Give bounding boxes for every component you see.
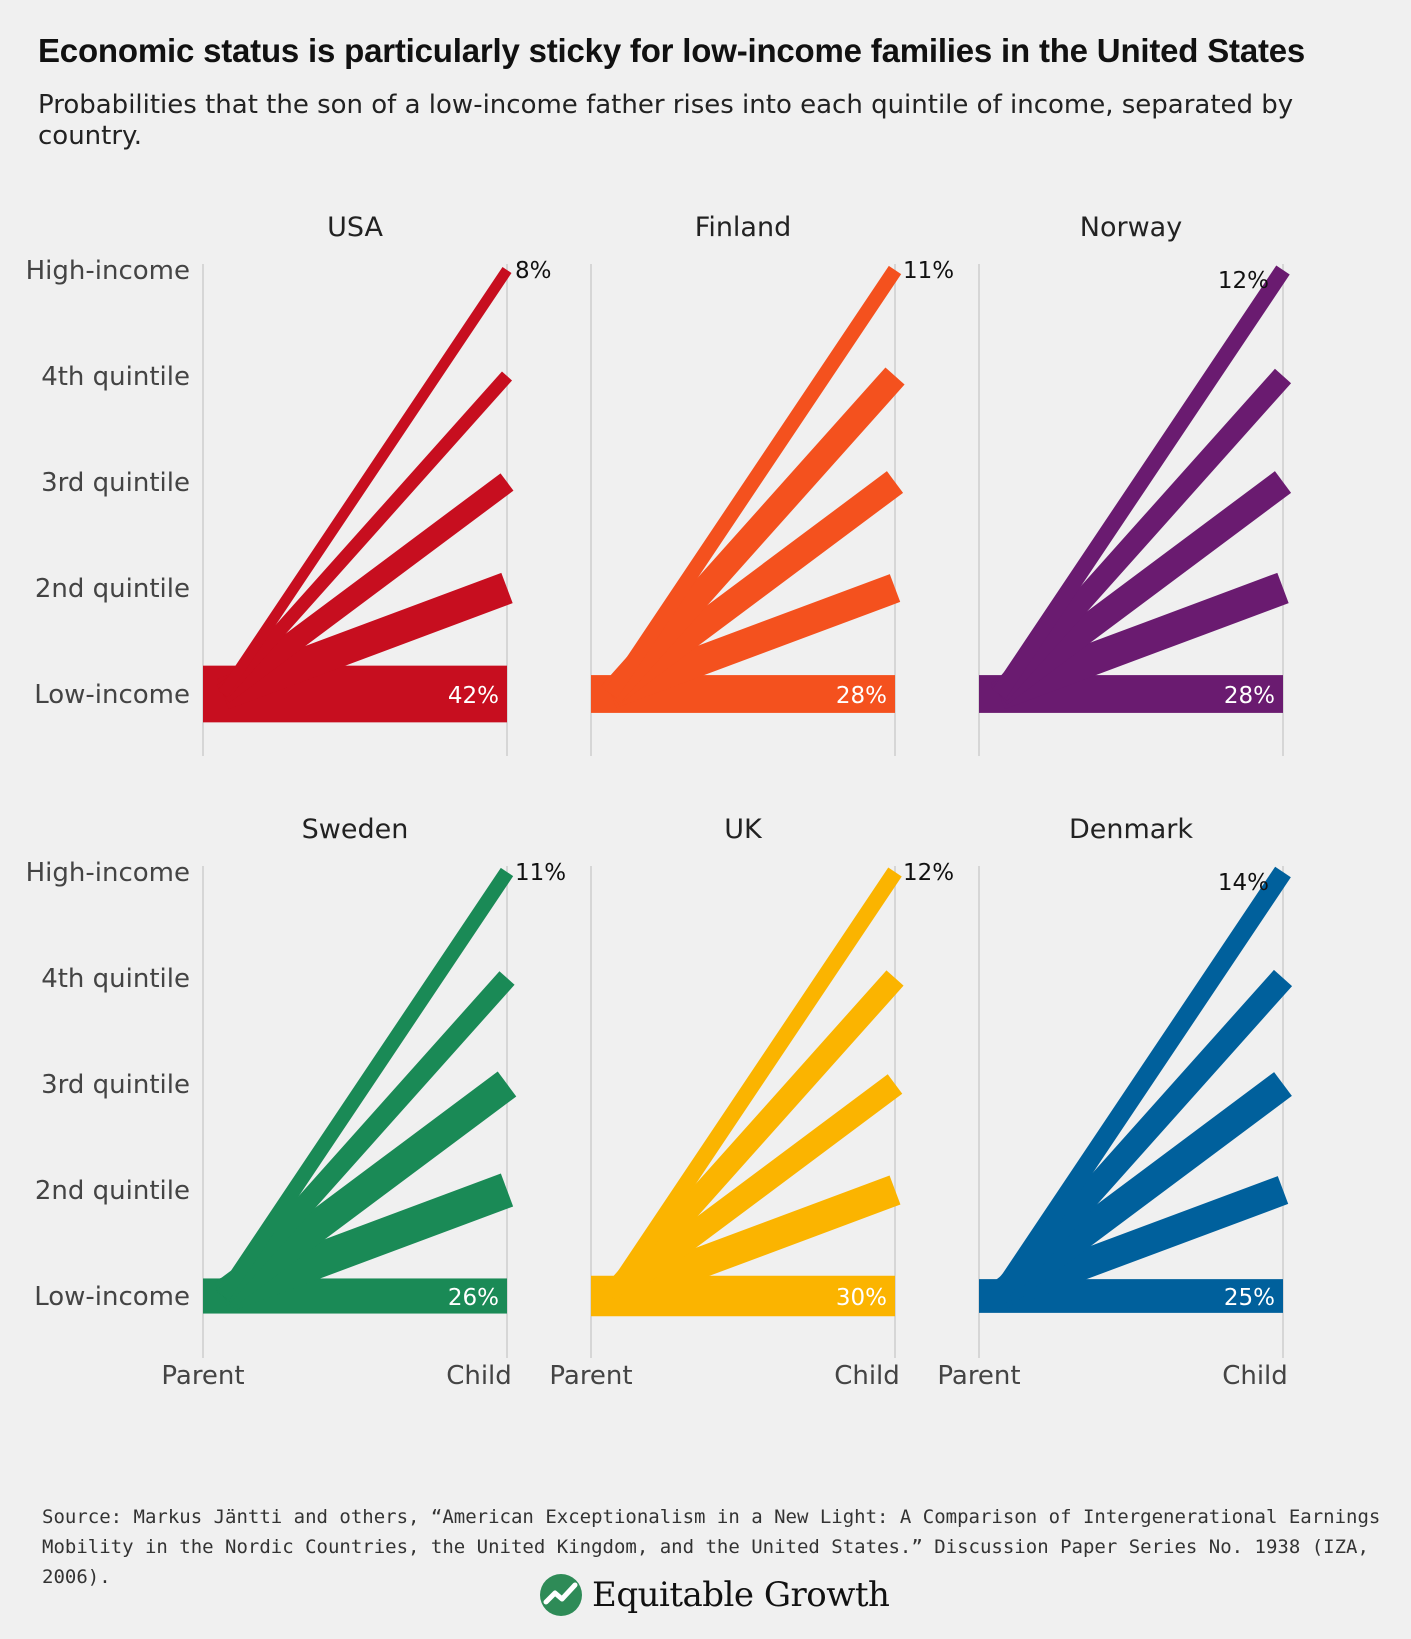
usa-band-2nd-quintile (217, 572, 513, 710)
sweden-band-high-income (216, 867, 514, 1301)
norway-label-high: 12% (1218, 268, 1269, 294)
y-tick-label: 2nd quintile (35, 574, 190, 604)
source-note: Source: Markus Jäntti and others, “Ameri… (42, 1506, 1381, 1588)
denmark-label-high: 14% (1218, 870, 1269, 896)
norway-band-2nd-quintile (993, 572, 1289, 710)
x-tick-label-parent: Parent (937, 1361, 1020, 1391)
sweden-panel-title: Sweden (302, 814, 409, 845)
denmark-label-low: 25% (1224, 1285, 1275, 1311)
finland-band-high-income (604, 265, 902, 699)
chart-title: Economic status is particularly sticky f… (38, 32, 1306, 69)
usa-band-4th-quintile (217, 371, 513, 699)
uk-panel-title: UK (724, 814, 763, 845)
usa-label-low: 42% (448, 683, 499, 709)
y-tick-label: 4th quintile (41, 362, 190, 392)
finland-panel-title: Finland (695, 212, 791, 243)
x-tick-label-child: Child (446, 1361, 512, 1391)
y-tick-label: 4th quintile (41, 964, 190, 994)
norway-band-3rd-quintile (990, 471, 1292, 705)
norway-label-low: 28% (1224, 683, 1275, 709)
finland-band-2nd-quintile (605, 574, 901, 708)
x-tick-label-parent: Parent (549, 1361, 632, 1391)
x-tick-label-child: Child (1222, 1361, 1288, 1391)
y-tick-label: 3rd quintile (41, 468, 190, 498)
small-multiples-chart: USA Low-income 2nd quintile 3rd quintile 4th… (26, 212, 1293, 1391)
finland-label-low: 28% (836, 683, 887, 709)
norway-panel-title: Norway (1080, 212, 1182, 243)
sweden-band-3rd-quintile (213, 1071, 517, 1309)
uk-label-high: 12% (903, 860, 954, 886)
sweden-label-low: 26% (448, 1285, 499, 1311)
denmark-band-high-income (991, 866, 1291, 1302)
y-tick-label: High-income (26, 256, 190, 286)
growth-chart-icon (540, 1574, 582, 1616)
chart-subtitle: Probabilities that the son of a low-inco… (38, 90, 1294, 151)
usa-band-3rd-quintile (216, 473, 514, 703)
y-tick-label: Low-income (34, 680, 190, 710)
equitable-growth-logo: Equitable Growth (538, 1570, 890, 1620)
denmark-panel-title: Denmark (1069, 814, 1193, 845)
sweden-band-4th-quintile (215, 971, 515, 1303)
norway-band-4th-quintile (990, 368, 1292, 702)
uk-band-high-income (604, 867, 902, 1301)
x-tick-label-child: Child (834, 1361, 900, 1391)
finland-label-high: 11% (903, 258, 954, 284)
y-tick-label: 2nd quintile (35, 1176, 190, 1206)
y-tick-label: High-income (26, 858, 190, 888)
uk-label-low: 30% (836, 1285, 887, 1311)
norway-band-high-income (992, 265, 1290, 699)
y-tick-label: 3rd quintile (41, 1070, 190, 1100)
x-tick-label-parent: Parent (161, 1361, 244, 1391)
uk-band-4th-quintile (602, 970, 904, 1304)
usa-label-high: 8% (515, 258, 552, 284)
uk-band-3rd-quintile (603, 1074, 903, 1306)
denmark-band-4th-quintile (989, 969, 1293, 1305)
logo-text: Equitable Growth (592, 1575, 890, 1615)
usa-band-high-income (218, 266, 512, 698)
sweden-label-high: 11% (515, 860, 566, 886)
usa-panel-title: USA (327, 212, 383, 243)
finland-band-4th-quintile (601, 367, 905, 703)
y-tick-label: Low-income (34, 1282, 190, 1312)
uk-band-2nd-quintile (605, 1175, 901, 1311)
